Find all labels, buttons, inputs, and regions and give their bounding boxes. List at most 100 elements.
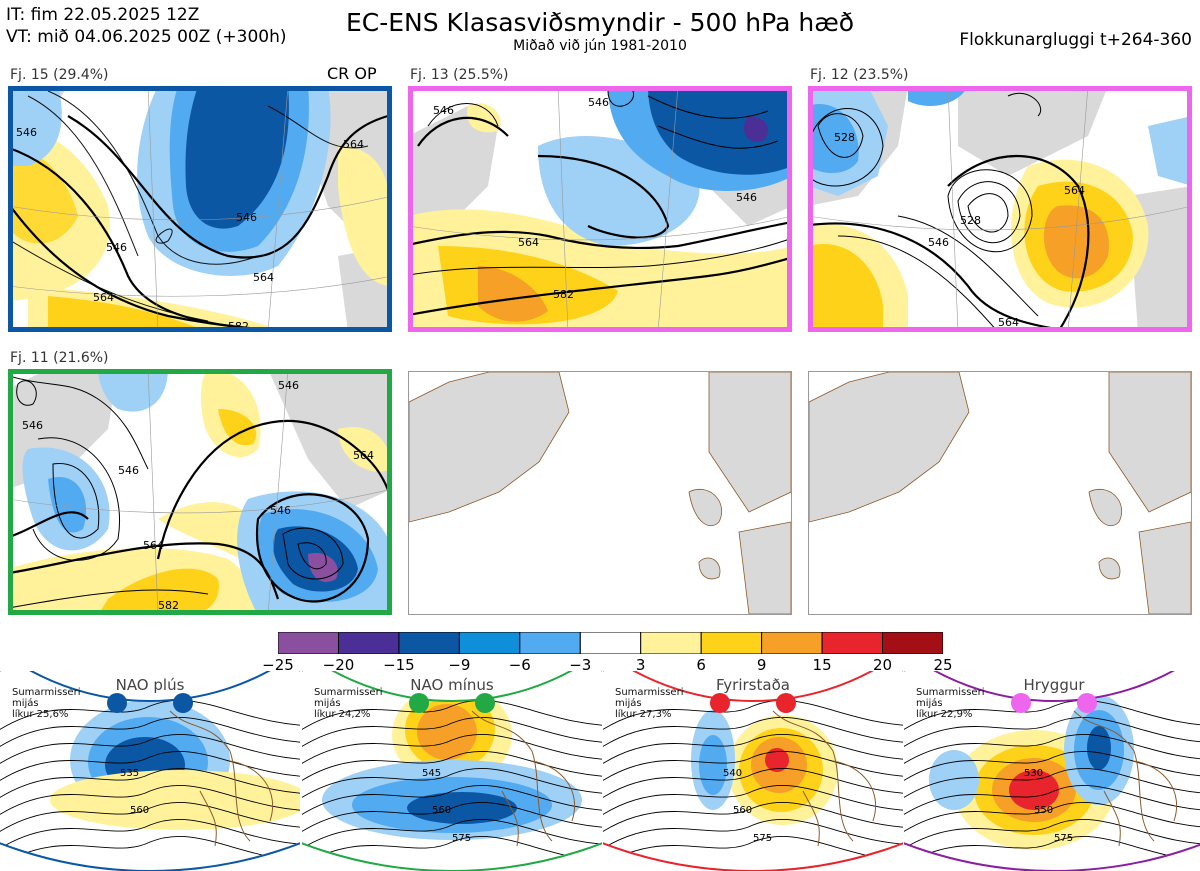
regime-map: 540 560 575: [603, 671, 903, 871]
contour-label: 564: [93, 291, 114, 304]
colorbar: [278, 632, 943, 654]
regime-contour: [302, 801, 602, 839]
regime-contour: [302, 767, 602, 805]
regime-contour: [904, 801, 1200, 839]
colorbar-tick-label: −3: [569, 656, 592, 674]
regime-coastline: [1073, 710, 1178, 847]
valid-time: VT: mið 04.06.2025 00Z (+300h): [6, 27, 287, 47]
regime-marker: [409, 693, 429, 713]
colorbar-segment: [821, 632, 884, 654]
contour-label: 546: [270, 504, 291, 517]
contour-label: 546: [278, 379, 299, 392]
regime-map: 530 550 575: [904, 671, 1200, 871]
regime-contour-label: 540: [723, 768, 742, 779]
colorbar-segment: [338, 632, 400, 654]
regime-stats: Sumarmisseri mijás líkur 25,6%: [12, 687, 80, 720]
contour-label: 528: [834, 131, 855, 144]
regime-anomaly: [765, 748, 789, 772]
regime-contour: [904, 784, 1200, 822]
regime-title: NAO plús: [115, 676, 185, 694]
cluster-map-fj13[interactable]: 546 546 546 564 582: [408, 86, 792, 332]
contour-label: 546: [736, 191, 757, 204]
page-subtitle: Miðað við jún 1981-2010: [513, 38, 687, 54]
contour-label: 546: [22, 419, 43, 432]
panel-1-tag: CR OP: [327, 64, 377, 83]
regime-contour: [302, 750, 602, 788]
cluster-map-fj15[interactable]: 546 546 546 564 564 564 582: [8, 86, 392, 332]
regime-marker: [1077, 693, 1097, 713]
regime-marker: [710, 693, 730, 713]
regime-stats: Sumarmisseri mijás líkur 27,3%: [615, 687, 683, 720]
regime-anomaly: [1087, 726, 1111, 770]
regime-contour: [603, 699, 903, 737]
regime-anomaly: [699, 735, 727, 795]
regime-contour: [904, 818, 1200, 856]
regime-contour: [603, 716, 903, 754]
colorbar-segment: [700, 632, 763, 654]
panel-3-label: Fj. 12 (23.5%): [810, 67, 909, 83]
regime-stats: Sumarmisseri mijás líkur 24,2%: [314, 687, 382, 720]
regime-title: NAO mínus: [410, 676, 494, 694]
colorbar-tick-label: −9: [448, 656, 471, 674]
contour-label: 546: [588, 96, 609, 109]
regime-contour: [904, 835, 1200, 871]
contour-label: 564: [998, 316, 1019, 329]
regime-contour-label: 560: [432, 805, 451, 816]
regime-contour-label: 560: [130, 805, 149, 816]
regime-anomaly: [407, 792, 517, 824]
regime-stat-line: Sumarmisseri: [12, 687, 81, 698]
header-info: IT: fim 22.05.2025 12Z VT: mið 04.06.202…: [6, 4, 287, 48]
colorbar-tick-label: −20: [322, 656, 355, 674]
regime-contour-label: 575: [1054, 833, 1073, 844]
contour-label: 546: [928, 236, 949, 249]
colorbar-tick-label: 3: [635, 656, 646, 674]
regime-stat-line: mijás: [12, 698, 39, 709]
regime-stat-line: mijás: [615, 698, 642, 709]
regime-stat-line: Sumarmisseri: [314, 687, 383, 698]
regime-marker: [173, 693, 193, 713]
regime-stat-line: Sumarmisseri: [615, 687, 684, 698]
regime-contour: [0, 699, 300, 737]
colorbar-tick-label: 6: [696, 656, 706, 674]
empty-map-5: [408, 371, 792, 615]
regime-contour: [302, 835, 602, 871]
colorbar-segment: [761, 632, 823, 654]
regime-marker: [776, 693, 796, 713]
regime-contour: [603, 818, 903, 856]
panel-4-label: Fj. 11 (21.6%): [10, 350, 109, 366]
colorbar-segment: [519, 632, 581, 654]
regime-contour: [302, 716, 602, 754]
regime-contour: [904, 716, 1200, 754]
contour-label: 564: [253, 271, 274, 284]
regime-contour: [904, 699, 1200, 737]
regime-stat-line: Sumarmisseri: [916, 687, 985, 698]
regime-contour: [603, 784, 903, 822]
regime-contour: [904, 750, 1200, 788]
classification-window: Flokkunargluggi t+264-360: [959, 30, 1192, 50]
regime-marker: [1011, 693, 1031, 713]
colorbar-tick-label: −25: [262, 656, 294, 674]
regime-contour-label: 575: [452, 833, 471, 844]
regime-contour: [0, 784, 300, 822]
colorbar-segment: [640, 632, 702, 654]
cluster-map-fj11[interactable]: 546 546 546 546 564 564 582: [8, 369, 392, 615]
empty-map-6: [808, 371, 1192, 615]
regime-coastline: [169, 710, 274, 847]
contour-label: 546: [118, 464, 139, 477]
regime-contour: [0, 716, 300, 754]
colorbar-tick-label: −15: [383, 656, 415, 674]
cluster-map-fj12[interactable]: 528 528 546 564 564: [808, 86, 1192, 332]
regime-contour: [0, 767, 300, 805]
regime-stat-line: líkur 24,2%: [314, 709, 371, 720]
regime-contour: [603, 733, 903, 771]
contour-label: 546: [236, 211, 257, 224]
page-title: EC-ENS Klasasviðsmyndir - 500 hPa hæð: [345, 8, 855, 37]
regime-contour: [603, 750, 903, 788]
regime-contour-label: 550: [1034, 805, 1053, 816]
regime-contour: [904, 733, 1200, 771]
regime-contour-label: 560: [733, 805, 752, 816]
colorbar-segment: [579, 632, 642, 654]
colorbar-segment: [278, 632, 339, 654]
regime-anomaly: [929, 750, 979, 810]
regime-map: 545 560 575: [302, 671, 602, 871]
